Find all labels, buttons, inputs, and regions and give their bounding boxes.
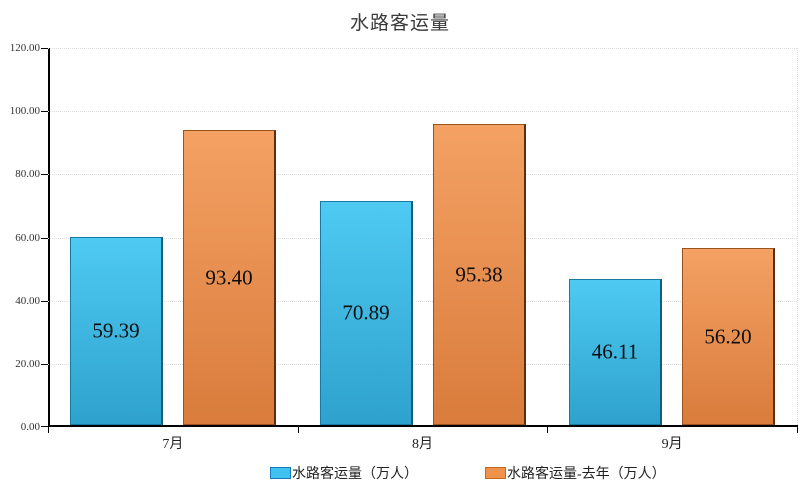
bar-value-label: 59.39: [92, 318, 140, 343]
bar-value-label: 95.38: [455, 262, 503, 286]
x-axis-tick: [298, 427, 299, 433]
gridline: [48, 237, 797, 239]
y-axis-tick-label: 60.00: [15, 231, 40, 244]
gridline: [48, 111, 797, 113]
y-axis-tick-label: 20.00: [15, 357, 40, 370]
bar-series1-9月[interactable]: 46.11: [569, 279, 662, 425]
legend-swatch-blue-icon: [270, 467, 291, 479]
y-axis-tick: [41, 300, 48, 302]
x-axis-tick: [797, 427, 798, 433]
bar-value-label: 56.20: [704, 324, 752, 348]
x-axis-label-1: 7月: [162, 437, 184, 452]
y-axis-labels: 0.00 20.00 40.00 60.00 80.00 100.00 120.00: [0, 42, 44, 433]
plot-area: 59.39 93.40 70.89 95.38 46.11 56.20: [41, 48, 798, 433]
gridline: [48, 300, 797, 302]
gridline: [48, 174, 797, 176]
x-axis-tick: [547, 427, 548, 433]
y-axis-tick: [41, 48, 48, 49]
bar-value-label: 46.11: [591, 339, 639, 364]
bar-series2-7月[interactable]: 93.40: [183, 130, 276, 425]
x-axis-line: [48, 425, 798, 427]
y-axis-tick: [41, 363, 48, 365]
bar-series1-8月[interactable]: 70.89: [320, 201, 413, 425]
x-axis-label-2: 8月: [411, 437, 433, 452]
bar-value-label: 70.89: [342, 300, 390, 325]
legend: 水路客运量（万人） 水路客运量-去年（万人）: [0, 460, 800, 482]
bar-value-label: 93.40: [205, 265, 253, 289]
bar-series2-8月[interactable]: 95.38: [433, 124, 526, 425]
y-axis-tick: [41, 237, 48, 239]
y-axis-tick-label: 0.00: [20, 421, 40, 433]
legend-label: 水路客运量-去年（万人）: [507, 467, 666, 482]
legend-item-current-year[interactable]: 水路客运量（万人）: [270, 463, 418, 482]
y-axis-tick-label: 100.00: [9, 105, 40, 118]
y-axis-tick-label: 120.00: [9, 42, 40, 54]
legend-label: 水路客运量（万人）: [292, 467, 418, 482]
y-axis-tick: [41, 426, 48, 427]
y-axis-tick-label: 80.00: [15, 168, 40, 181]
legend-item-last-year[interactable]: 水路客运量-去年（万人）: [485, 463, 666, 482]
legend-swatch-orange-icon: [485, 467, 506, 479]
y-axis-tick: [41, 174, 48, 176]
gridline: [48, 363, 797, 365]
y-axis-tick: [41, 111, 48, 113]
x-axis-label-3: 9月: [661, 437, 683, 452]
bar-series1-7月[interactable]: 59.39: [70, 237, 163, 425]
gridline: [48, 48, 797, 49]
chart-title: 水路客运量: [349, 13, 450, 34]
x-axis-tick: [48, 427, 49, 433]
bar-series2-9月[interactable]: 56.20: [682, 248, 775, 425]
y-axis-tick-label: 40.00: [15, 294, 40, 307]
